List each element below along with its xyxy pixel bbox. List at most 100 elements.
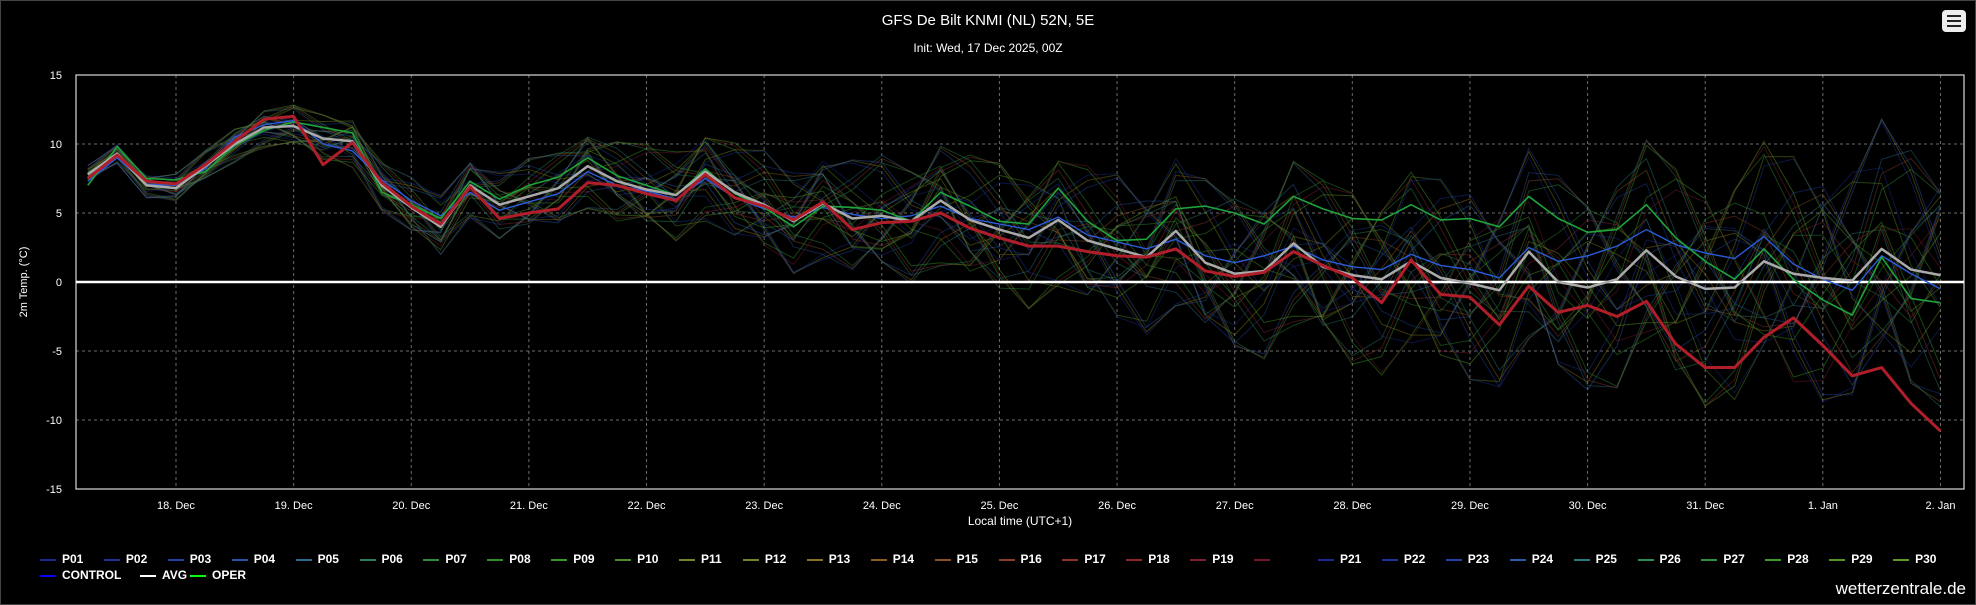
legend-item[interactable]: P07 (423, 552, 467, 566)
ensemble-member-line (87, 104, 1941, 387)
legend-item[interactable]: P29 (1829, 552, 1873, 566)
legend-label: P25 (1595, 552, 1617, 566)
legend-label: P28 (1787, 552, 1809, 566)
legend-label: P16 (1020, 552, 1042, 566)
chart-subtitle: Init: Wed, 17 Dec 2025, 00Z (913, 41, 1063, 55)
x-tick-label: 20. Dec (392, 500, 430, 512)
x-axis-label: Local time (UTC+1) (968, 514, 1072, 528)
legend-label: OPER (212, 568, 247, 582)
legend-item[interactable]: P03 (167, 552, 212, 566)
legend-item[interactable]: P23 (1445, 552, 1490, 566)
hamburger-menu-icon[interactable] (1942, 10, 1966, 32)
legend-label: P23 (1467, 552, 1490, 566)
legend-label: P03 (189, 552, 212, 566)
legend-item[interactable]: P24 (1509, 552, 1553, 566)
series-line-avg (87, 124, 1941, 292)
legend-label: P13 (828, 552, 851, 566)
legend-label: P27 (1723, 552, 1745, 566)
legend-item[interactable]: P02 (103, 552, 148, 566)
watermark: wetterzentrale.de (1835, 579, 1966, 598)
legend-swatch (1445, 558, 1462, 561)
x-tick-label: 19. Dec (275, 500, 313, 512)
legend-item[interactable]: P14 (870, 552, 915, 566)
legend-item[interactable]: P28 (1765, 552, 1809, 566)
legend-item[interactable]: OPER (190, 568, 246, 582)
ensemble-member-line (87, 108, 1941, 388)
legend-swatch (934, 558, 951, 561)
legend-item[interactable]: P09 (551, 552, 595, 566)
legend-swatch (1893, 558, 1910, 561)
legend-label: P15 (956, 552, 978, 566)
x-tick-label: 25. Dec (980, 500, 1018, 512)
ensemble-member-line (87, 136, 1941, 401)
x-tick-label: 27. Dec (1216, 500, 1254, 512)
y-tick-label: 5 (56, 208, 62, 220)
legend-item[interactable]: P08 (487, 552, 531, 566)
legend-swatch (140, 574, 156, 577)
legend-item[interactable]: P21 (1318, 552, 1361, 566)
y-tick-label: 10 (50, 139, 62, 151)
legend-label: P06 (381, 552, 403, 566)
legend-swatch (742, 558, 759, 561)
legend-item[interactable]: P01 (40, 552, 83, 566)
legend-item[interactable]: P11 (679, 552, 722, 566)
legend-item[interactable]: P18 (1126, 552, 1170, 566)
legend-item[interactable]: P05 (295, 552, 339, 566)
legend-swatch (423, 558, 440, 561)
legend-swatch (359, 558, 376, 561)
legend-item[interactable]: P10 (615, 552, 658, 566)
legend-item[interactable]: P16 (998, 552, 1042, 566)
x-tick-label: 24. Dec (863, 500, 901, 512)
legend-item[interactable] (1254, 552, 1276, 566)
x-tick-label: 29. Dec (1451, 500, 1489, 512)
x-tick-label: 21. Dec (510, 500, 548, 512)
legend-swatch (1318, 558, 1334, 561)
ensemble-member-line (87, 118, 1941, 403)
legend-swatch (231, 558, 248, 561)
legend-item[interactable]: AVG (140, 568, 187, 582)
legend-item[interactable]: P15 (934, 552, 978, 566)
legend-label: P02 (125, 552, 148, 566)
legend-label: P21 (1340, 552, 1362, 566)
y-tick-label: 0 (56, 277, 62, 289)
legend-label: P29 (1851, 552, 1873, 566)
legend-label: CONTROL (62, 568, 122, 582)
legend-swatch (806, 558, 823, 561)
y-tick-label: -15 (46, 484, 62, 496)
x-tick-label: 30. Dec (1569, 500, 1607, 512)
legend-label: P08 (509, 552, 531, 566)
ensemble-member-line (87, 105, 1941, 354)
legend-item[interactable]: P17 (1062, 552, 1106, 566)
legend-label: P14 (892, 552, 915, 566)
legend-swatch (870, 558, 887, 561)
ensemble-member-line (87, 126, 1941, 407)
series-line-oper (86, 114, 1942, 433)
legend-label: P19 (1212, 552, 1234, 566)
legend-item[interactable]: CONTROL (40, 568, 121, 582)
legend-item[interactable]: P04 (231, 552, 276, 566)
legend-item[interactable]: P19 (1190, 552, 1234, 566)
y-tick-label: 15 (50, 70, 62, 82)
legend-label: P09 (573, 552, 595, 566)
legend-item[interactable]: P27 (1701, 552, 1745, 566)
series-line-oper-gfs (87, 121, 1941, 316)
legend-item[interactable]: P13 (806, 552, 851, 566)
ensemble-member-line (87, 107, 1941, 365)
legend-swatch (40, 558, 56, 561)
legend-swatch (1573, 558, 1590, 561)
legend-swatch (487, 558, 504, 561)
legend-item[interactable]: P12 (742, 552, 786, 566)
legend-label: P01 (62, 552, 84, 566)
legend-label: AVG (162, 568, 188, 582)
legend-item[interactable]: P22 (1381, 552, 1425, 566)
legend-swatch (998, 558, 1015, 561)
legend-item[interactable]: P25 (1573, 552, 1617, 566)
legend-item[interactable]: P30 (1893, 552, 1936, 566)
legend-label: P10 (637, 552, 659, 566)
legend-label: P04 (253, 552, 276, 566)
legend-item[interactable]: P26 (1637, 552, 1681, 566)
ensemble-member-line (87, 119, 1941, 401)
legend-item[interactable]: P06 (359, 552, 403, 566)
x-tick-label: 2. Jan (1925, 500, 1955, 512)
